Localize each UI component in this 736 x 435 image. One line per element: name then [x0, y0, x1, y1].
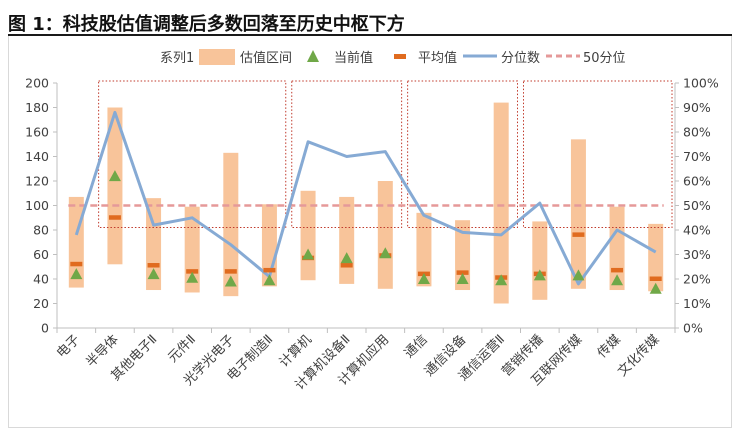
- right-axis-tick-label: 0%: [683, 321, 703, 336]
- left-axis-tick-label: 120: [25, 174, 49, 189]
- range-bar: [377, 181, 393, 289]
- group-box: [98, 80, 287, 229]
- average-marker: [224, 269, 237, 274]
- average-marker: [147, 263, 160, 268]
- plot-area: 0 20 40 60 80 100 120 140 160 180 200 0% 10% 20% 30% 40…: [25, 76, 719, 394]
- right-axis-tick-label: 80%: [683, 125, 711, 140]
- left-axis-tick-label: 140: [25, 149, 49, 164]
- current-marker: [302, 248, 315, 260]
- right-axis-tick-label: 20%: [683, 272, 711, 287]
- current-marker: [263, 274, 276, 286]
- legend-range-label: 估值区间: [240, 50, 292, 66]
- current-marker: [147, 268, 160, 280]
- category-label: 通信: [402, 332, 431, 361]
- average-marker: [108, 215, 121, 220]
- current-marker: [456, 273, 469, 284]
- current-marker: [611, 274, 624, 286]
- figure-title: 图 1：科技股估值调整后多数回落至历史中枢下方: [8, 14, 405, 35]
- group-box: [407, 80, 518, 229]
- legend-average-label: 平均值: [418, 50, 457, 66]
- current-marker: [417, 273, 430, 284]
- current-marker: [572, 269, 585, 281]
- right-axis-tick-label: 10%: [683, 296, 711, 311]
- range-bar: [493, 102, 509, 304]
- category-label: 文化传媒: [615, 332, 662, 379]
- category-label: 元件Ⅱ: [165, 332, 199, 366]
- range-bar: [570, 139, 586, 289]
- right-axis-tick-label: 70%: [683, 149, 711, 164]
- legend-50-percentile-label: 50分位: [583, 51, 626, 66]
- right-axis-tick-label: 50%: [683, 198, 711, 213]
- left-axis-tick-label: 200: [25, 76, 49, 91]
- group-box: [523, 80, 673, 229]
- current-marker: [186, 271, 199, 283]
- legend-range-swatch: [199, 49, 235, 65]
- legend-series1-label: 系列1: [160, 51, 194, 66]
- current-marker: [533, 269, 546, 281]
- range-bar: [300, 190, 316, 281]
- percentile-line: [74, 110, 657, 286]
- right-axis-tick-label: 90%: [683, 100, 711, 115]
- average-marker: [456, 270, 469, 275]
- figure-header: 图 1：科技股估值调整后多数回落至历史中枢下方: [8, 6, 732, 36]
- range-bar: [416, 212, 432, 287]
- current-marker: [108, 170, 121, 182]
- current-marker: [224, 275, 237, 287]
- left-axis-tick-label: 80: [33, 223, 49, 238]
- average-marker: [611, 267, 624, 273]
- legend: 系列1 估值区间 当前值 平均值 分位数 50分位: [160, 49, 626, 66]
- group-box: [291, 80, 403, 229]
- range-bar: [648, 223, 664, 292]
- average-marker: [70, 261, 83, 267]
- left-axis-tick-label: 20: [33, 296, 49, 311]
- average-marker: [186, 269, 199, 274]
- right-axis-tick-label: 60%: [683, 174, 711, 189]
- category-label: 电子: [54, 332, 83, 361]
- range-bar: [107, 107, 123, 265]
- current-marker: [340, 252, 353, 264]
- current-marker: [649, 282, 662, 294]
- range-bar: [339, 196, 355, 284]
- category-label: 传媒: [595, 332, 624, 361]
- legend-percentile-label: 分位数: [501, 51, 540, 66]
- average-marker: [572, 232, 585, 237]
- right-axis-tick-label: 30%: [683, 247, 711, 262]
- left-axis-tick-label: 60: [33, 247, 49, 262]
- current-marker: [495, 274, 508, 286]
- range-bar: [532, 221, 548, 300]
- average-marker: [263, 267, 276, 273]
- legend-current-marker: [307, 50, 319, 62]
- current-marker: [70, 268, 83, 280]
- average-marker: [340, 263, 353, 268]
- chart-frame: [8, 36, 732, 428]
- left-axis-tick-label: 100: [25, 198, 49, 213]
- range-bar: [223, 152, 239, 297]
- right-axis-tick-label: 40%: [683, 223, 711, 238]
- left-axis-tick-label: 160: [25, 125, 49, 140]
- right-axis-tick-label: 100%: [683, 76, 719, 91]
- average-marker: [649, 276, 662, 281]
- left-axis-tick-label: 180: [25, 100, 49, 115]
- legend-current-label: 当前值: [334, 50, 373, 66]
- current-marker: [379, 247, 392, 259]
- left-axis-tick-label: 40: [33, 272, 49, 287]
- left-axis-tick-label: 0: [41, 321, 49, 336]
- legend-average-marker: [394, 54, 406, 59]
